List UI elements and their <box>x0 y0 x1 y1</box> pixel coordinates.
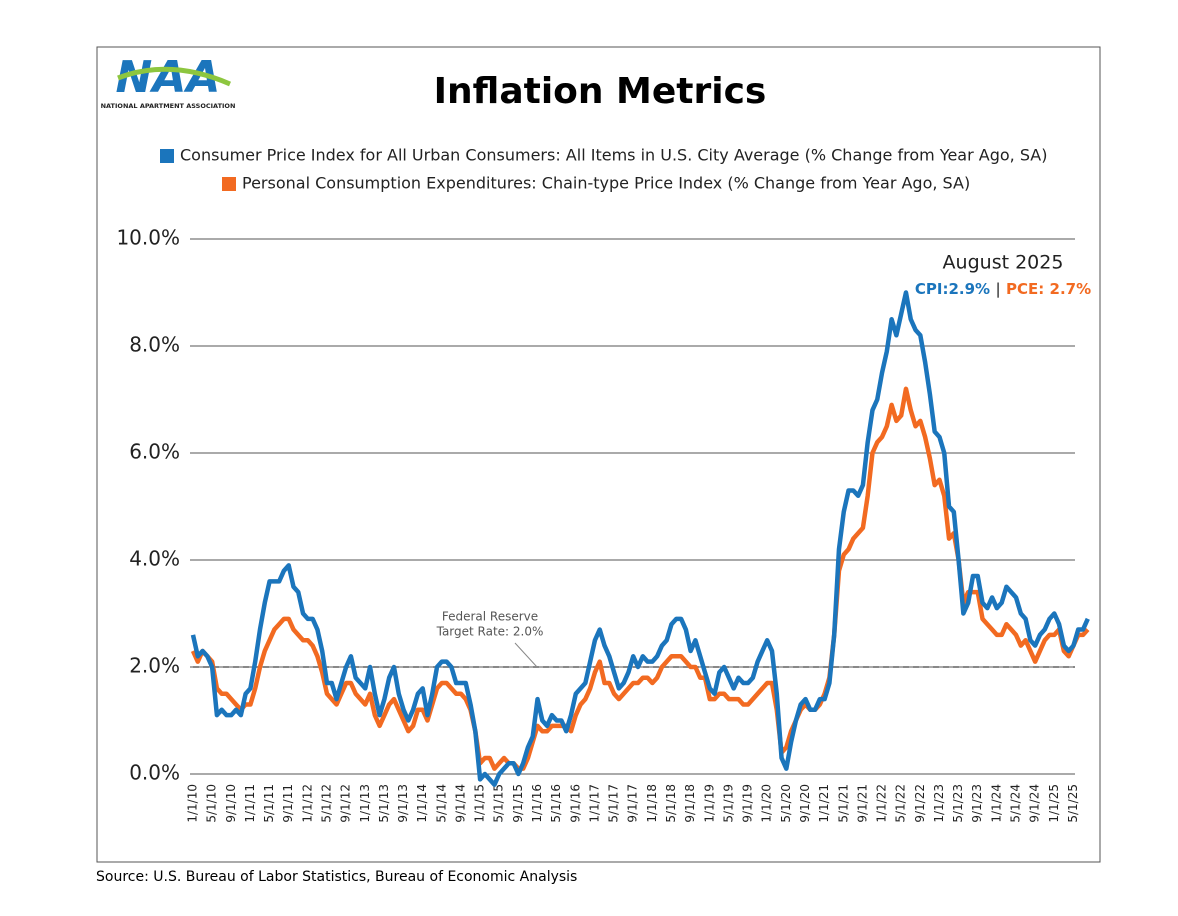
x-tick-label: 5/1/13 <box>377 784 391 823</box>
reference-label: Target Rate: 2.0% <box>436 625 544 639</box>
x-tick-label: 9/1/15 <box>511 784 525 823</box>
y-tick-label: 8.0% <box>129 333 180 357</box>
x-tick-label: 9/1/22 <box>913 784 927 823</box>
annotation-title: August 2025 <box>943 252 1064 274</box>
y-tick-label: 4.0% <box>129 547 180 571</box>
x-tick-label: 1/1/10 <box>186 784 200 823</box>
x-tick-label: 5/1/11 <box>262 784 276 823</box>
x-tick-label: 1/1/14 <box>415 784 429 823</box>
x-tick-label: 5/1/14 <box>434 784 448 823</box>
y-tick-label: 6.0% <box>129 440 180 464</box>
series-line <box>190 290 1090 787</box>
x-tick-label: 1/1/16 <box>530 784 544 823</box>
x-tick-label: 9/1/20 <box>798 784 812 823</box>
x-tick-label: 1/1/21 <box>817 784 831 823</box>
y-tick-label: 2.0% <box>129 654 180 678</box>
logo-subtitle: NATIONAL APARTMENT ASSOCIATION <box>101 102 236 110</box>
x-tick-label: 1/1/20 <box>760 784 774 823</box>
x-tick-label: 5/1/17 <box>607 784 621 823</box>
x-tick-label: 1/1/12 <box>300 784 314 823</box>
x-tick-label: 1/1/23 <box>932 784 946 823</box>
x-tick-label: 5/1/18 <box>664 784 678 823</box>
x-tick-label: 1/1/11 <box>243 784 257 823</box>
frame <box>96 46 1101 863</box>
x-tick-label: 5/1/19 <box>721 784 735 823</box>
x-tick-label: 5/1/24 <box>1009 784 1023 823</box>
reference-label: Federal Reserve <box>442 610 538 624</box>
x-tick-label: 9/1/10 <box>224 784 238 823</box>
x-tick-label: 9/1/12 <box>339 784 353 823</box>
x-tick-label: 1/1/19 <box>702 784 716 823</box>
x-tick-label: 5/1/10 <box>205 784 219 823</box>
x-tick-label: 5/1/12 <box>319 784 333 823</box>
x-tick-label: 1/1/25 <box>1047 784 1061 823</box>
x-tick-label: 9/1/17 <box>626 784 640 823</box>
x-tick-label: 5/1/16 <box>549 784 563 823</box>
x-tick-label: 5/1/23 <box>951 784 965 823</box>
x-tick-label: 5/1/15 <box>492 784 506 823</box>
x-tick-label: 9/1/21 <box>855 784 869 823</box>
annotation-pce: PCE: 2.7% <box>1006 280 1091 298</box>
x-tick-label: 1/1/17 <box>587 784 601 823</box>
x-tick-label: 9/1/18 <box>683 784 697 823</box>
annotation: CPI:2.9% | PCE: 2.7% <box>915 280 1091 299</box>
x-tick-label: 9/1/23 <box>970 784 984 823</box>
logo-swoosh <box>117 66 231 87</box>
annotation-separator: | <box>995 280 1000 299</box>
x-tick-label: 9/1/14 <box>453 784 467 823</box>
x-tick-label: 9/1/11 <box>281 784 295 823</box>
reference-leader <box>514 642 538 668</box>
y-tick-label: 10.0% <box>116 226 180 250</box>
x-tick-label: 9/1/24 <box>1028 784 1042 823</box>
legend-label: Consumer Price Index for All Urban Consu… <box>180 146 1047 165</box>
x-tick-label: 1/1/18 <box>645 784 659 823</box>
x-tick-label: 9/1/13 <box>396 784 410 823</box>
y-tick-label: 0.0% <box>129 761 180 785</box>
legend-swatch <box>160 149 174 163</box>
chart-title: Inflation Metrics <box>434 71 767 112</box>
series-line <box>190 386 1090 771</box>
x-tick-label: 1/1/15 <box>473 784 487 823</box>
x-tick-label: 5/1/22 <box>894 784 908 823</box>
source: Source: U.S. Bureau of Labor Statistics,… <box>96 869 577 885</box>
x-tick-label: 5/1/21 <box>836 784 850 823</box>
legend-label: Personal Consumption Expenditures: Chain… <box>242 174 970 193</box>
x-tick-label: 9/1/16 <box>568 784 582 823</box>
x-tick-label: 9/1/19 <box>741 784 755 823</box>
logo: NAA <box>116 52 221 103</box>
x-tick-label: 5/1/20 <box>779 784 793 823</box>
legend-swatch <box>222 177 236 191</box>
x-tick-label: 1/1/24 <box>989 784 1003 823</box>
x-tick-label: 1/1/22 <box>875 784 889 823</box>
annotation-cpi: CPI:2.9% <box>915 280 990 298</box>
x-tick-label: 1/1/13 <box>358 784 372 823</box>
x-tick-label: 5/1/25 <box>1066 784 1080 823</box>
